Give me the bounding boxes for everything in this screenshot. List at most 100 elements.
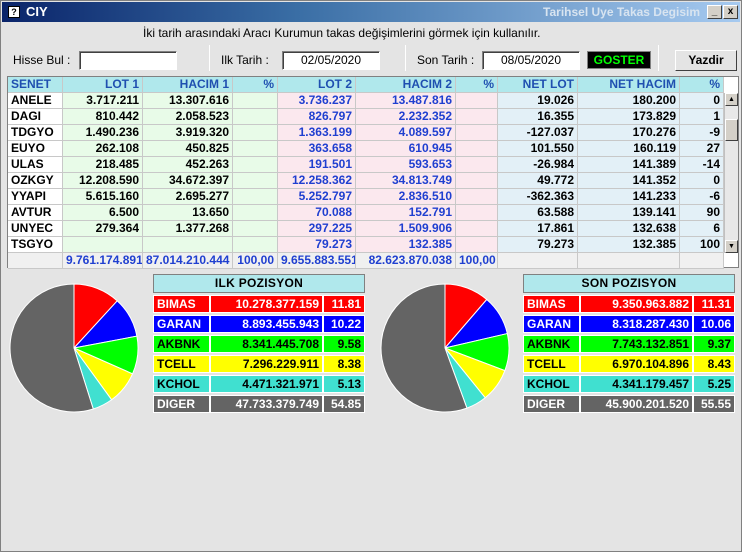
table-row[interactable]: OZKGY 12.208.590 34.672.397 12.258.362 34.81…	[8, 173, 728, 189]
table-cell	[233, 221, 278, 237]
search-input[interactable]	[79, 51, 177, 70]
table-cell	[456, 173, 498, 189]
scroll-up-icon[interactable]: ▲	[725, 93, 738, 106]
table-cell	[63, 237, 143, 253]
position-row: KCHOL 4.471.321.971 5.13	[153, 375, 365, 393]
end-date-field[interactable]: 08/05/2020	[482, 51, 580, 70]
table-cell: 27	[680, 141, 724, 157]
total-cell: 9.655.883.551	[278, 253, 356, 269]
app-icon[interactable]: ?	[8, 6, 20, 18]
column-header[interactable]: LOT 1	[63, 77, 143, 93]
end-date-label: Son Tarih :	[417, 53, 475, 67]
symbol-cell: UNYEC	[8, 221, 63, 237]
table-cell: 152.791	[356, 205, 456, 221]
position-row: AKBNK 8.341.445.708 9.58	[153, 335, 365, 353]
total-cell: 87.014.210.444	[143, 253, 233, 269]
symbol-cell: TSGYO	[8, 237, 63, 253]
total-cell	[680, 253, 724, 269]
show-button[interactable]: GOSTER	[587, 51, 651, 69]
total-cell	[8, 253, 63, 269]
table-cell: 2.232.352	[356, 109, 456, 125]
position-value: 45.900.201.520	[580, 395, 693, 413]
son-pozisyon-title: SON POZISYON	[523, 274, 735, 293]
position-name: AKBNK	[523, 335, 580, 353]
column-header[interactable]: SENET	[8, 77, 63, 93]
vertical-scrollbar[interactable]: ▲ ▼	[724, 93, 738, 253]
position-row: DIGER 45.900.201.520 55.55	[523, 395, 735, 413]
table-cell	[143, 237, 233, 253]
table-row[interactable]: DAGI 810.442 2.058.523 826.797 2.232.352 16.3…	[8, 109, 728, 125]
table-cell: 3.919.320	[143, 125, 233, 141]
table-cell: 1.377.268	[143, 221, 233, 237]
position-name: TCELL	[523, 355, 580, 373]
takas-table[interactable]: SENET LOT 1 HACIM 1 % LOT 2 HACIM 2 % NE…	[7, 76, 739, 269]
table-cell: -127.037	[498, 125, 578, 141]
column-header[interactable]: %	[456, 77, 498, 93]
column-header[interactable]: %	[680, 77, 724, 93]
table-cell: 1	[680, 109, 724, 125]
position-percent: 8.43	[693, 355, 735, 373]
column-header[interactable]: LOT 2	[278, 77, 356, 93]
table-row[interactable]: TSGYO 79.273 132.385 79.273 132.385 100	[8, 237, 728, 253]
table-cell	[456, 109, 498, 125]
scroll-thumb[interactable]	[725, 119, 738, 141]
table-cell: 141.389	[578, 157, 680, 173]
total-cell: 100,00	[456, 253, 498, 269]
table-cell	[456, 157, 498, 173]
table-row[interactable]: TDGYO 1.490.236 3.919.320 1.363.199 4.089.59…	[8, 125, 728, 141]
table-row[interactable]: EUYO 262.108 450.825 363.658 610.945 101.550 1…	[8, 141, 728, 157]
column-header[interactable]: HACIM 1	[143, 77, 233, 93]
symbol-cell: AVTUR	[8, 205, 63, 221]
table-row[interactable]: UNYEC 279.364 1.377.268 297.225 1.509.906 17.…	[8, 221, 728, 237]
position-row: KCHOL 4.341.179.457 5.25	[523, 375, 735, 393]
position-name: DIGER	[523, 395, 580, 413]
minimize-button[interactable]: _	[707, 5, 722, 19]
position-name: GARAN	[523, 315, 580, 333]
table-cell: 12.208.590	[63, 173, 143, 189]
description-text: İki tarih arasındaki Aracı Kurumun takas…	[143, 26, 541, 40]
symbol-cell: DAGI	[8, 109, 63, 125]
position-percent: 8.38	[323, 355, 365, 373]
start-date-label: Ilk Tarih :	[221, 53, 269, 67]
total-cell: 82.623.870.038	[356, 253, 456, 269]
table-row[interactable]: ULAS 218.485 452.263 191.501 593.653 -26.984 1…	[8, 157, 728, 173]
position-percent: 54.85	[323, 395, 365, 413]
table-cell: 16.355	[498, 109, 578, 125]
scroll-down-icon[interactable]: ▼	[725, 240, 738, 253]
position-name: GARAN	[153, 315, 210, 333]
title-bar[interactable]: ? CIY Tarihsel Uye Takas Degisim _ x	[2, 2, 740, 22]
close-button[interactable]: x	[723, 5, 738, 19]
total-cell: 9.761.174.891	[63, 253, 143, 269]
table-row[interactable]: YYAPI 5.615.160 2.695.277 5.252.797 2.836.51…	[8, 189, 728, 205]
column-header[interactable]: %	[233, 77, 278, 93]
start-date-field[interactable]: 02/05/2020	[282, 51, 380, 70]
table-cell: 5.615.160	[63, 189, 143, 205]
table-cell: 180.200	[578, 93, 680, 109]
print-button[interactable]: Yazdir	[675, 50, 737, 71]
divider	[209, 45, 210, 71]
table-cell: -362.363	[498, 189, 578, 205]
position-percent: 5.25	[693, 375, 735, 393]
table-cell: 34.813.749	[356, 173, 456, 189]
table-row[interactable]: ANELE 3.717.211 13.307.616 3.736.237 13.487.…	[8, 93, 728, 109]
position-value: 10.278.377.159	[210, 295, 323, 313]
column-header[interactable]: HACIM 2	[356, 77, 456, 93]
table-cell: 100	[680, 237, 724, 253]
column-header[interactable]: NET HACIM	[578, 77, 680, 93]
table-row[interactable]: AVTUR 6.500 13.650 70.088 152.791 63.588 139.1…	[8, 205, 728, 221]
table-cell	[233, 109, 278, 125]
table-cell: 132.385	[578, 237, 680, 253]
position-value: 7.743.132.851	[580, 335, 693, 353]
position-row: DIGER 47.733.379.749 54.85	[153, 395, 365, 413]
search-label: Hisse Bul :	[13, 53, 71, 67]
symbol-cell: ANELE	[8, 93, 63, 109]
table-cell: -26.984	[498, 157, 578, 173]
table-cell: 34.672.397	[143, 173, 233, 189]
divider	[658, 45, 659, 71]
position-value: 47.733.379.749	[210, 395, 323, 413]
column-header[interactable]: NET LOT	[498, 77, 578, 93]
position-name: DIGER	[153, 395, 210, 413]
table-cell: 262.108	[63, 141, 143, 157]
table-cell	[456, 189, 498, 205]
position-value: 6.970.104.896	[580, 355, 693, 373]
